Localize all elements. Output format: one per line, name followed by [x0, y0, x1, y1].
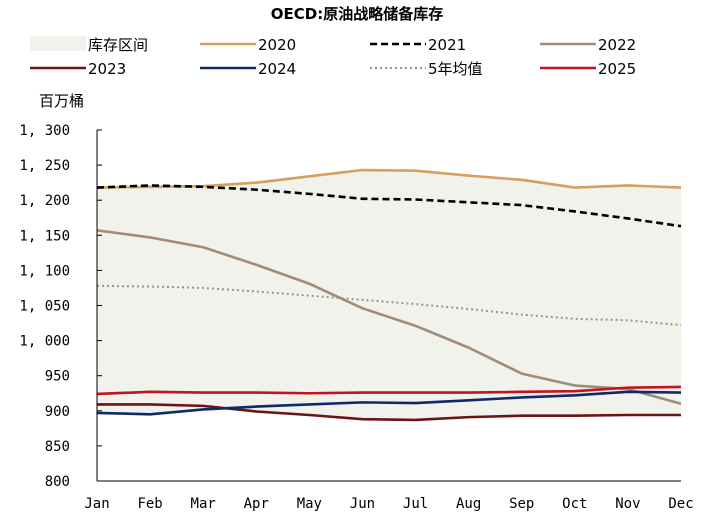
y-tick-label: 1, 100 — [19, 263, 70, 279]
y-tick-label: 850 — [45, 439, 70, 455]
x-tick-label: Sep — [509, 496, 534, 512]
series-line-2 — [96, 229, 682, 406]
x-tick-label: Aug — [456, 496, 481, 512]
band-range — [97, 170, 681, 420]
y-tick-label: 900 — [45, 404, 70, 420]
y-tick-label: 1, 150 — [19, 228, 70, 244]
x-tick-label: Feb — [137, 496, 162, 512]
chart-title: OECD:原油战略储备库存 — [271, 5, 443, 23]
legend-label: 2021 — [428, 36, 466, 54]
x-tick-label: May — [297, 496, 322, 512]
series-line-1 — [96, 184, 682, 228]
x-tick-label: Jun — [350, 496, 375, 512]
legend-label: 2023 — [88, 60, 126, 78]
x-tick-label: Apr — [244, 496, 269, 512]
y-axis-unit-label: 百万桶 — [39, 92, 84, 110]
plot-area: 800 850 900 950 1, 000 1, 050 1, 100 1, 150 1, 2… — [19, 123, 693, 512]
legend-label: 2024 — [258, 60, 296, 78]
y-tick-label: 950 — [45, 369, 70, 385]
series-line-3 — [97, 403, 681, 422]
y-tick-label: 1, 250 — [19, 158, 70, 174]
legend-label: 2020 — [258, 36, 296, 54]
legend-swatch-band — [30, 36, 86, 51]
x-tick-label: Mar — [191, 496, 216, 512]
series-line-4 — [96, 390, 682, 416]
y-tick-label: 1, 000 — [19, 334, 70, 350]
x-tick-label: Jan — [84, 496, 109, 512]
legend: 库存区间 2020 2021 2022 2023 2024 5年均值 2025 — [30, 36, 636, 78]
legend-label: 2025 — [598, 60, 636, 78]
y-tick-label: 800 — [45, 474, 70, 490]
y-tick-label: 1, 200 — [19, 193, 70, 209]
series-line-0 — [96, 168, 682, 189]
y-tick-label: 1, 300 — [19, 123, 70, 139]
y-tick-label: 1, 050 — [19, 299, 70, 315]
legend-label: 库存区间 — [88, 36, 148, 54]
series-line-6 — [96, 385, 682, 396]
x-tick-label: Jul — [403, 496, 428, 512]
legend-label: 2022 — [598, 36, 636, 54]
x-tick-label: Oct — [562, 496, 587, 512]
x-tick-label: Dec — [668, 496, 693, 512]
legend-label: 5年均值 — [428, 60, 483, 78]
x-tick-label: Nov — [615, 496, 640, 512]
